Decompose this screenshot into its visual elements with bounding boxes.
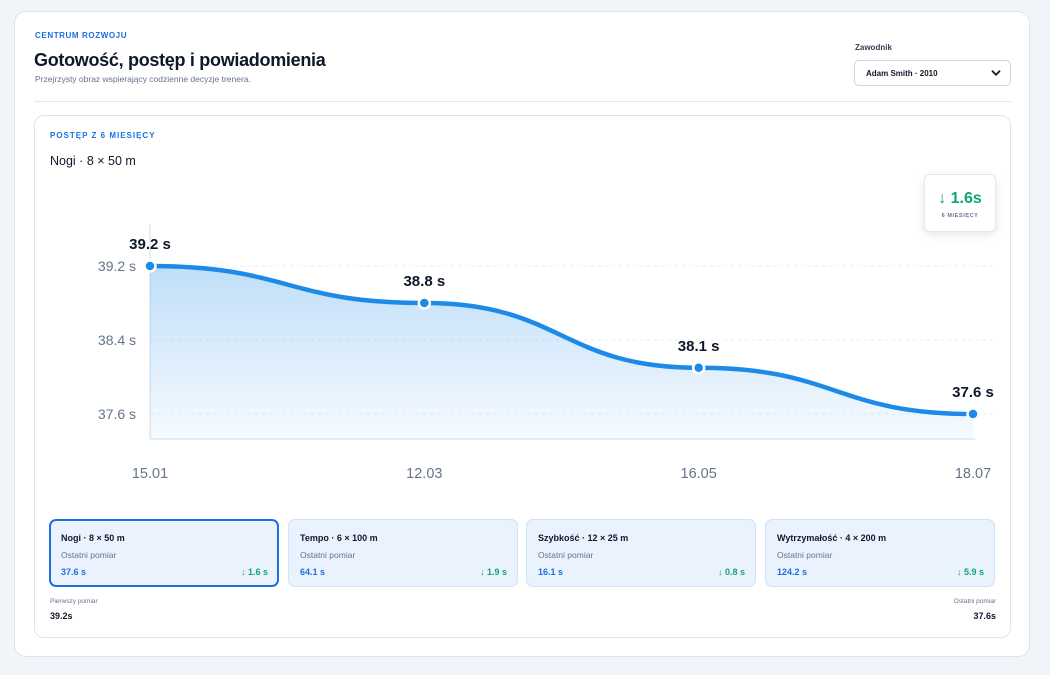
section-eyebrow: CENTRUM ROZWOJU — [35, 31, 128, 40]
y-tick-label: 37.6 s — [98, 406, 136, 422]
athlete-selected-value: Adam Smith · 2010 — [866, 68, 938, 78]
exercise-sub: Ostatni pomiar — [538, 550, 594, 560]
data-label: 39.2 s — [129, 236, 171, 253]
exercise-sub: Ostatni pomiar — [300, 550, 356, 560]
delta-label: 6 MIESIĘCY — [941, 213, 979, 219]
chevron-down-icon — [991, 70, 1001, 76]
y-tick-label: 38.4 s — [98, 332, 136, 348]
data-point — [417, 296, 432, 310]
exercise-card-wytrzymalosc[interactable]: Wytrzymałość · 4 × 200 m Ostatni pomiar … — [765, 519, 995, 587]
header-divider — [34, 101, 1011, 102]
exercise-name: Tempo · 6 × 100 m — [300, 533, 378, 543]
data-label: 37.6 s — [952, 384, 994, 401]
data-label: 38.8 s — [403, 273, 445, 290]
exercise-delta: ↓ 1.9 s — [479, 567, 507, 577]
exercise-sub: Ostatni pomiar — [61, 550, 117, 560]
progress-eyebrow: POSTĘP Z 6 MIESIĘCY — [50, 131, 156, 140]
last-measurement-value: 37.6s — [973, 611, 996, 621]
exercise-name: Szybkość · 12 × 25 m — [538, 533, 629, 543]
exercise-value: 64.1 s — [300, 567, 326, 577]
x-tick-label: 18.07 — [955, 466, 991, 482]
athlete-select[interactable]: Adam Smith · 2010 — [854, 60, 1011, 86]
data-label: 38.1 s — [678, 338, 720, 355]
exercise-card-szybkosc[interactable]: Szybkość · 12 × 25 m Ostatni pomiar 16.1… — [526, 519, 756, 587]
exercise-card-nogi[interactable]: Nogi · 8 × 50 m Ostatni pomiar 37.6 s ↓ … — [49, 519, 279, 587]
exercise-card-tempo[interactable]: Tempo · 6 × 100 m Ostatni pomiar 64.1 s … — [288, 519, 518, 587]
first-measurement-value: 39.2s — [50, 611, 73, 621]
y-tick-label: 39.2 s — [98, 258, 136, 274]
athlete-label: Zawodnik — [855, 43, 892, 52]
data-point — [966, 407, 980, 421]
progress-card: POSTĘP Z 6 MIESIĘCY Nogi · 8 × 50 m 39.2… — [34, 115, 1011, 638]
exercise-value: 37.6 s — [61, 567, 87, 577]
exercise-value: 16.1 s — [538, 567, 564, 577]
progress-chart: 39.2 s 38.8 s 38.1 s 37.6 s 39.2 s 38.4 s 37.6… — [98, 224, 994, 482]
exercise-value: 124.2 s — [777, 567, 808, 577]
series-line — [147, 263, 976, 417]
delta-summary: ↓ 1.6s 6 MIESIĘCY — [924, 174, 996, 232]
exercise-delta: ↓ 1.6 s — [240, 567, 268, 577]
data-point — [143, 259, 157, 273]
data-point — [691, 361, 706, 375]
delta-value: ↓ 1.6s — [938, 190, 982, 207]
exercise-sub: Ostatni pomiar — [777, 550, 833, 560]
last-measurement-label: Ostatni pomiar — [953, 598, 996, 605]
exercise-delta: ↓ 0.8 s — [717, 567, 745, 577]
progress-title: Nogi · 8 × 50 m — [50, 154, 136, 168]
series-area — [150, 266, 973, 439]
exercise-delta: ↓ 5.9 s — [956, 567, 984, 577]
exercise-name: Nogi · 8 × 50 m — [61, 533, 125, 543]
x-tick-label: 16.05 — [681, 466, 717, 482]
page-subtitle: Przejrzysty obraz wspierający codzienne … — [35, 74, 251, 84]
exercise-name: Wytrzymałość · 4 × 200 m — [777, 533, 887, 543]
x-tick-label: 15.01 — [132, 466, 168, 482]
first-measurement-label: Pierwszy pomiar — [50, 598, 98, 605]
x-tick-label: 12.03 — [406, 466, 442, 482]
page-title: Gotowość, postęp i powiadomienia — [34, 50, 326, 70]
app-panel: CENTRUM ROZWOJU Gotowość, postęp i powia… — [14, 11, 1030, 657]
